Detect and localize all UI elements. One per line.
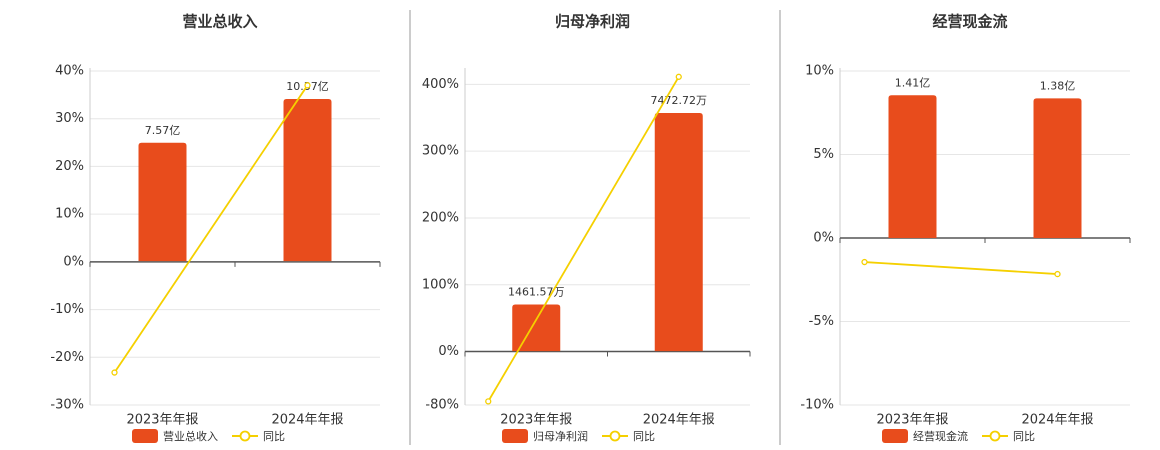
legend-swatch [502, 429, 528, 443]
y-tick-label: -10% [50, 302, 84, 317]
chart-title: 经营现金流 [932, 13, 1007, 31]
data-label: 7472.72万 [651, 94, 708, 107]
y-tick-label: 0% [438, 344, 459, 359]
y-tick-label: 10% [805, 64, 834, 79]
bar [1033, 98, 1082, 238]
legend-label: 营业总收入 [163, 429, 218, 443]
y-tick-label: -20% [50, 350, 84, 365]
y-tick-label: 40% [55, 64, 84, 79]
y-tick-label: -30% [50, 398, 84, 413]
point [861, 258, 868, 266]
chart-title: 归母净利润 [555, 13, 630, 31]
y-tick-label: 0% [813, 231, 834, 246]
x-tick-label: 2024年年报 [1021, 413, 1093, 428]
y-tick-label: 300% [422, 144, 459, 159]
y-tick-label: -80% [425, 398, 459, 413]
x-tick-label: 2024年年报 [643, 413, 715, 428]
legend-swatch [882, 429, 908, 443]
bar [654, 112, 703, 352]
legend-swatch [989, 430, 1001, 442]
legend-swatch [609, 430, 621, 442]
x-tick-label: 2023年年报 [126, 413, 198, 428]
legend-label: 同比 [633, 430, 655, 443]
x-tick-label: 2024年年报 [271, 413, 343, 428]
y-tick-label: -10% [800, 398, 834, 413]
y-tick-label: 20% [55, 159, 84, 174]
legend-label: 归母净利润 [533, 429, 588, 443]
point [111, 369, 118, 376]
point [304, 82, 311, 89]
bar [138, 142, 187, 262]
y-tick-label: 100% [422, 277, 459, 292]
y-tick-label: 30% [55, 111, 84, 126]
legend-label: 同比 [263, 430, 285, 443]
y-tick-label: 200% [422, 210, 459, 225]
x-tick-label: 2023年年报 [500, 413, 572, 428]
line [487, 76, 680, 402]
bar [512, 304, 561, 352]
y-tick-label: 10% [55, 207, 84, 222]
chart-title: 营业总收入 [182, 13, 257, 31]
point [485, 398, 492, 405]
bar [888, 95, 937, 238]
data-label: 1.41亿 [895, 76, 931, 89]
line [864, 261, 1058, 275]
line [113, 84, 309, 374]
data-label: 1.38亿 [1040, 79, 1076, 92]
y-tick-label: 0% [63, 254, 84, 269]
y-tick-label: -5% [809, 314, 834, 329]
point [675, 73, 682, 80]
legend-swatch [132, 429, 158, 443]
legend-label: 经营现金流 [913, 429, 968, 443]
y-tick-label: 400% [422, 77, 459, 92]
y-tick-label: 5% [813, 147, 834, 162]
x-tick-label: 2023年年报 [876, 413, 948, 428]
legend-label: 同比 [1013, 430, 1035, 443]
data-label: 7.57亿 [145, 124, 181, 137]
point [1054, 270, 1061, 278]
legend-swatch [239, 430, 251, 442]
bar [283, 98, 332, 262]
